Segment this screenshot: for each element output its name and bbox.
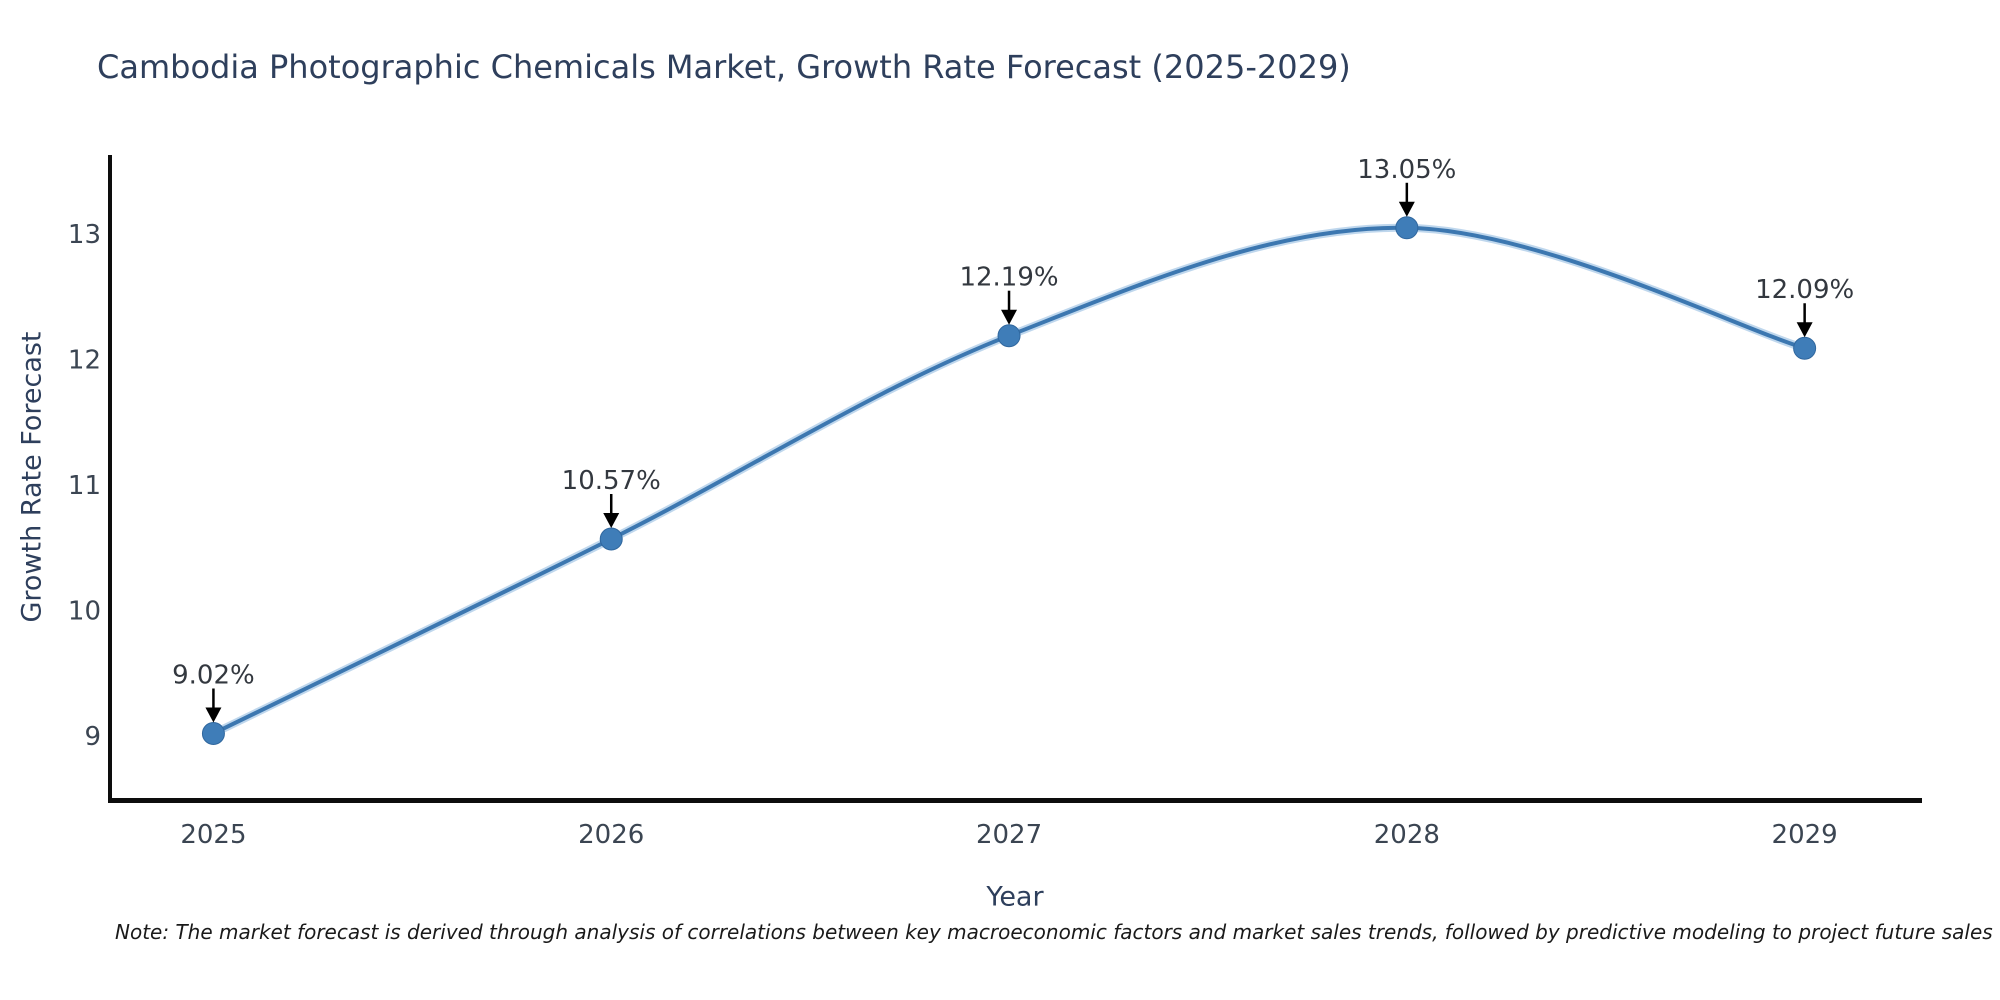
y-tick-label: 13 xyxy=(68,220,101,250)
x-axis-title: Year xyxy=(986,881,1044,913)
annotation-label: 9.02% xyxy=(172,660,255,690)
data-point-marker-2027 xyxy=(997,324,1021,348)
x-tick-label: 2026 xyxy=(578,820,644,850)
y-tick-label: 12 xyxy=(68,346,101,376)
annotation-arrowhead xyxy=(603,512,620,528)
annotation-arrowhead xyxy=(205,707,222,723)
annotation-label: 12.09% xyxy=(1755,275,1854,305)
footnote: Note: The market forecast is derived thr… xyxy=(115,920,1993,944)
x-tick-label: 2028 xyxy=(1374,820,1440,850)
data-point-marker-2028 xyxy=(1395,216,1419,240)
annotation-label: 10.57% xyxy=(562,466,661,496)
y-axis-spine xyxy=(108,155,112,802)
annotation-arrowhead xyxy=(1001,309,1018,325)
x-tick-label: 2025 xyxy=(180,820,246,850)
data-point-marker-2025 xyxy=(201,721,225,745)
y-axis-title: Growth Rate Forecast xyxy=(16,331,48,623)
annotation-arrowhead xyxy=(1796,322,1813,338)
y-tick-label: 9 xyxy=(84,722,101,752)
annotation-label: 12.19% xyxy=(959,263,1058,293)
y-tick-label: 10 xyxy=(68,597,101,627)
data-point-marker-2029 xyxy=(1793,336,1817,360)
x-tick-label: 2029 xyxy=(1772,820,1838,850)
chart-title: Cambodia Photographic Chemicals Market, … xyxy=(97,48,1351,86)
y-tick-label: 11 xyxy=(68,471,101,501)
annotation-label: 13.05% xyxy=(1357,155,1456,185)
data-point-marker-2026 xyxy=(599,527,623,551)
annotation-arrowhead xyxy=(1398,201,1415,217)
x-axis-spine xyxy=(108,798,1922,803)
x-tick-label: 2027 xyxy=(976,820,1042,850)
